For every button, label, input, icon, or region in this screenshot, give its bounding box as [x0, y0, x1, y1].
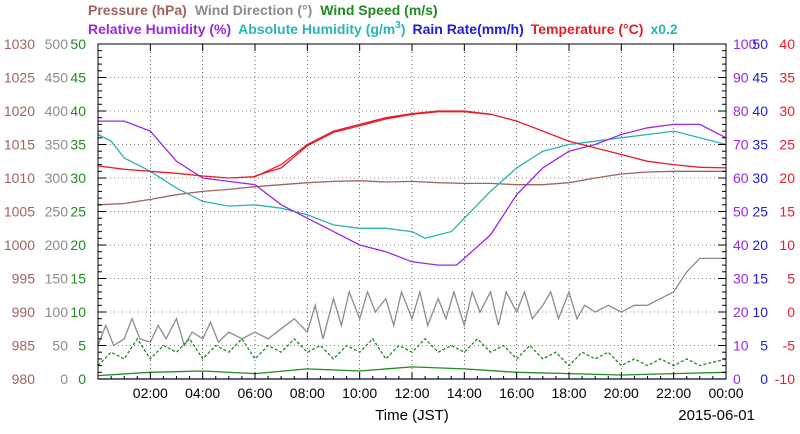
- legend-entry: Temperature (°C): [531, 21, 644, 37]
- y-tick-label-wind-direction: 100: [45, 304, 69, 320]
- y-tick-label-pressure: 1030: [4, 36, 35, 52]
- y-tick-label-temperature: 15: [779, 204, 795, 220]
- y-tick-label-wind-speed: 25: [70, 204, 86, 220]
- x-tick-label: 22:00: [656, 385, 691, 401]
- y-tick-label-wind-speed: 0: [78, 371, 86, 387]
- y-tick-label-rain-rate: 20: [752, 237, 768, 253]
- series-line-rel-humidity: [98, 120, 727, 266]
- y-tick-label-rain-rate: 5: [760, 338, 768, 354]
- legend-entry: Relative Humidity (%): [88, 21, 231, 37]
- y-tick-label-relative-humidity: 20: [733, 304, 749, 320]
- y-tick-label-wind-direction: 300: [45, 170, 69, 186]
- y-tick-label-relative-humidity: 80: [733, 103, 749, 119]
- y-tick-label-wind-speed: 45: [70, 70, 86, 86]
- y-tick-label-temperature: -5: [783, 338, 796, 354]
- legend-entry: Absolute Humidity (g/m3): [238, 20, 405, 37]
- y-tick-label-temperature: -10: [775, 371, 795, 387]
- legend-entry: Wind Speed (m/s): [320, 2, 437, 18]
- y-tick-label-wind-direction: 500: [45, 36, 69, 52]
- y-tick-label-wind-speed: 40: [70, 103, 86, 119]
- series-group: [97, 110, 727, 380]
- legend: Pressure (hPa) Wind Direction (°) Wind Spe…: [88, 2, 678, 37]
- y-tick-label-wind-direction: 200: [45, 237, 69, 253]
- y-tick-label-wind-speed: 15: [70, 271, 86, 287]
- date-label: 2015-06-01: [678, 407, 755, 424]
- y-tick-label-pressure: 1000: [4, 237, 35, 253]
- y-tick-label-relative-humidity: 90: [733, 70, 749, 86]
- y-tick-label-temperature: 40: [779, 36, 795, 52]
- y-tick-label-rain-rate: 35: [752, 137, 768, 153]
- x-tick-label: 20:00: [604, 385, 639, 401]
- y-tick-label-temperature: 20: [779, 170, 795, 186]
- y-tick-label-relative-humidity: 50: [733, 204, 749, 220]
- x-tick-label: 04:00: [185, 385, 220, 401]
- y-tick-label-relative-humidity: 0: [733, 371, 741, 387]
- x-tick-label: 12:00: [394, 385, 429, 401]
- y-tick-label-rain-rate: 30: [752, 170, 768, 186]
- y-tick-label-rain-rate: 40: [752, 103, 768, 119]
- y-tick-label-pressure: 1010: [4, 170, 35, 186]
- y-tick-label-pressure: 995: [12, 271, 36, 287]
- y-tick-label-pressure: 985: [12, 338, 36, 354]
- y-tick-label-pressure: 1025: [4, 70, 35, 86]
- grid: [98, 44, 726, 379]
- y-tick-label-wind-direction: 0: [60, 371, 68, 387]
- y-tick-label-pressure: 1005: [4, 204, 35, 220]
- y-tick-label-temperature: 25: [779, 137, 795, 153]
- y-tick-label-wind-direction: 400: [45, 103, 69, 119]
- x-tick-label: 18:00: [551, 385, 586, 401]
- legend-entry: x0.2: [650, 21, 677, 37]
- y-tick-label-wind-speed: 5: [78, 338, 86, 354]
- y-tick-label-pressure: 990: [12, 304, 36, 320]
- y-tick-label-pressure: 980: [12, 371, 36, 387]
- y-tick-label-temperature: 0: [787, 304, 795, 320]
- legend-entry: Wind Direction (°): [195, 2, 312, 18]
- y-tick-label-wind-direction: 250: [45, 204, 69, 220]
- y-tick-label-rain-rate: 50: [752, 36, 768, 52]
- series-line-temperature-2: [254, 111, 491, 177]
- y-tick-label-rain-rate: 25: [752, 204, 768, 220]
- y-tick-label-wind-speed: 35: [70, 137, 86, 153]
- x-axis-label: Time (JST): [375, 407, 449, 424]
- series-line-wind-speed: [97, 337, 727, 367]
- y-tick-label-wind-speed: 30: [70, 170, 86, 186]
- y-tick-label-pressure: 1020: [4, 103, 35, 119]
- x-tick-label: 14:00: [447, 385, 482, 401]
- y-tick-label-wind-speed: 20: [70, 237, 86, 253]
- y-tick-label-temperature: 10: [779, 237, 795, 253]
- y-tick-label-wind-direction: 50: [52, 338, 68, 354]
- y-tick-label-relative-humidity: 10: [733, 338, 749, 354]
- legend-entry: Rain Rate(mm/h): [413, 21, 524, 37]
- y-tick-label-rain-rate: 10: [752, 304, 768, 320]
- y-tick-label-wind-speed: 50: [70, 36, 86, 52]
- x-tick-label: 00:00: [708, 385, 743, 401]
- y-tick-label-relative-humidity: 30: [733, 271, 749, 287]
- x-tick-label: 08:00: [290, 385, 325, 401]
- y-tick-label-relative-humidity: 40: [733, 237, 749, 253]
- series-line-wind-direction: [97, 257, 726, 348]
- y-tick-label-wind-speed: 10: [70, 304, 86, 320]
- y-tick-label-relative-humidity: 100: [733, 36, 757, 52]
- y-tick-label-relative-humidity: 70: [733, 137, 749, 153]
- y-tick-label-rain-rate: 0: [760, 371, 768, 387]
- x-axis: 02:00 04:00 06:00 08:00 10:00 12:00 14:00 16:00…: [110, 44, 744, 401]
- x-tick-label: 02:00: [133, 385, 168, 401]
- y-tick-label-wind-direction: 350: [45, 137, 69, 153]
- y-tick-label-temperature: 30: [779, 103, 795, 119]
- y-tick-label-relative-humidity: 60: [733, 170, 749, 186]
- y-tick-label-pressure: 1015: [4, 137, 35, 153]
- series-line-pressure: [97, 170, 726, 206]
- y-tick-label-temperature: 5: [787, 271, 795, 287]
- y-tick-label-temperature: 35: [779, 70, 795, 86]
- legend-entry: Pressure (hPa): [88, 2, 187, 18]
- y-tick-label-rain-rate: 45: [752, 70, 768, 86]
- y-tick-label-wind-direction: 150: [45, 271, 69, 287]
- x-tick-label: 06:00: [237, 385, 272, 401]
- x-tick-label: 10:00: [342, 385, 377, 401]
- x-tick-label: 16:00: [499, 385, 534, 401]
- y-axes: 9809859909951000100510101015102010251030…: [4, 36, 795, 387]
- y-tick-label-rain-rate: 15: [752, 271, 768, 287]
- y-tick-label-wind-direction: 450: [45, 70, 69, 86]
